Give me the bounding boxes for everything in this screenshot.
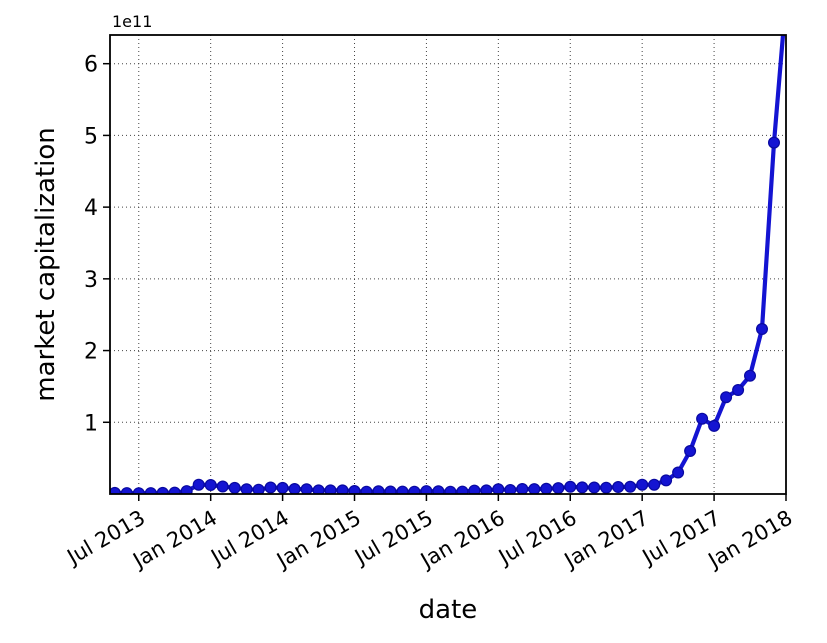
data-point [624,480,637,493]
data-point [781,0,792,5]
data-point [110,486,121,494]
plot-area [110,35,786,494]
data-point [420,485,433,494]
data-point [180,485,193,494]
data-point [216,480,229,493]
data-point [336,484,349,494]
axes-spines [109,34,787,495]
y-tick-label: 4 [84,196,98,221]
y-axis-label: market capitalization [31,127,61,401]
data-point [492,483,505,494]
y-tick-label: 6 [84,53,98,78]
data-point [528,483,541,494]
data-point [348,485,361,494]
data-point [324,484,337,494]
data-point [552,482,565,494]
data-point [300,483,313,494]
data-point [696,412,709,425]
data-point [636,478,649,491]
data-point [684,445,697,458]
data-point [767,136,780,149]
data-point [372,485,385,494]
x-axis-label: date [419,595,478,625]
y-tick-label: 2 [84,340,98,365]
data-point [600,481,613,494]
data-point [240,483,253,494]
data-point [564,480,577,493]
y-tick-label: 5 [84,124,98,149]
data-point [204,479,217,492]
data-point [743,369,756,382]
data-point [516,483,529,494]
data-point [288,483,301,494]
data-point [276,481,289,494]
y-axis-offset-text: 1e11 [112,12,152,31]
data-point [672,466,685,479]
data-point [612,481,625,494]
data-point [384,485,397,494]
data-point [708,419,721,432]
data-point [264,481,277,494]
data-point [252,483,265,494]
data-point [660,474,673,487]
data-point [228,481,241,494]
data-point [456,485,469,494]
tick-marks [103,62,787,501]
data-point [156,486,169,494]
data-point [576,481,589,494]
y-tick-label: 1 [84,411,98,436]
data-point [396,485,409,494]
data-point [312,484,325,494]
data-point [432,485,445,494]
data-point [480,484,493,494]
data-point [588,481,601,494]
data-series [110,0,792,494]
data-point [192,478,205,491]
y-tick-label: 3 [84,268,98,293]
data-point [540,482,553,494]
data-point [360,485,373,494]
data-point [444,485,457,494]
data-point [468,484,481,494]
data-point [408,485,421,494]
data-point [504,484,517,494]
data-point [732,384,745,397]
data-point [168,486,181,494]
data-point [648,478,661,491]
data-point [720,391,733,404]
data-point [755,323,768,336]
